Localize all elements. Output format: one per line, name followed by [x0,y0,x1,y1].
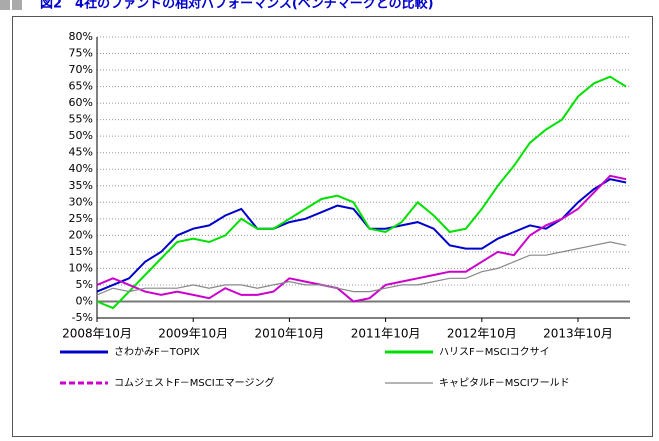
y-tick-label: 40% [69,162,93,175]
y-tick-label: 75% [69,47,93,60]
y-tick-label: 80% [69,30,93,43]
y-tick-label: 35% [69,179,93,192]
x-tick-label: 2008年10月 [62,327,132,341]
series-line [96,178,627,293]
y-tick-label: 70% [69,63,93,76]
title-icon [12,0,22,10]
y-tick-label: 15% [69,245,93,258]
y-tick-label: 45% [69,146,93,159]
series-line [96,241,627,296]
y-tick-label: -5% [72,311,93,324]
legend-label: ハリスF－MSCIコクサイ [439,346,550,358]
x-tick-label: 2009年10月 [158,327,228,341]
y-tick-label: 10% [69,261,93,274]
x-tick-label: 2013年10月 [543,327,613,341]
legend-label: コムジェストF－MSCIエマージング [114,376,274,389]
y-tick-label: 55% [69,113,93,126]
legend-label: さわかみF－TOPIX [114,346,200,358]
x-tick-label: 2010年10月 [254,327,324,341]
series-line [96,174,627,303]
x-tick-label: 2012年10月 [447,327,517,341]
y-tick-label: 20% [69,228,93,241]
series-line [96,75,627,310]
y-tick-label: 30% [69,195,93,208]
chart-border [12,16,653,437]
y-tick-label: 65% [69,80,93,93]
y-tick-label: 0% [76,294,93,307]
y-tick-label: 60% [69,96,93,109]
x-tick-label: 2011年10月 [351,327,421,341]
y-tick-label: 50% [69,129,93,142]
y-tick-label: 25% [69,212,93,225]
legend-label: キャピタルF－MSCIワールド [439,377,570,389]
y-tick-label: 5% [76,278,93,291]
title-icon [0,0,10,10]
chart-title: 図2 4社のファンドの相対パフォーマンス(ベンチマークとの比較) [40,0,434,12]
